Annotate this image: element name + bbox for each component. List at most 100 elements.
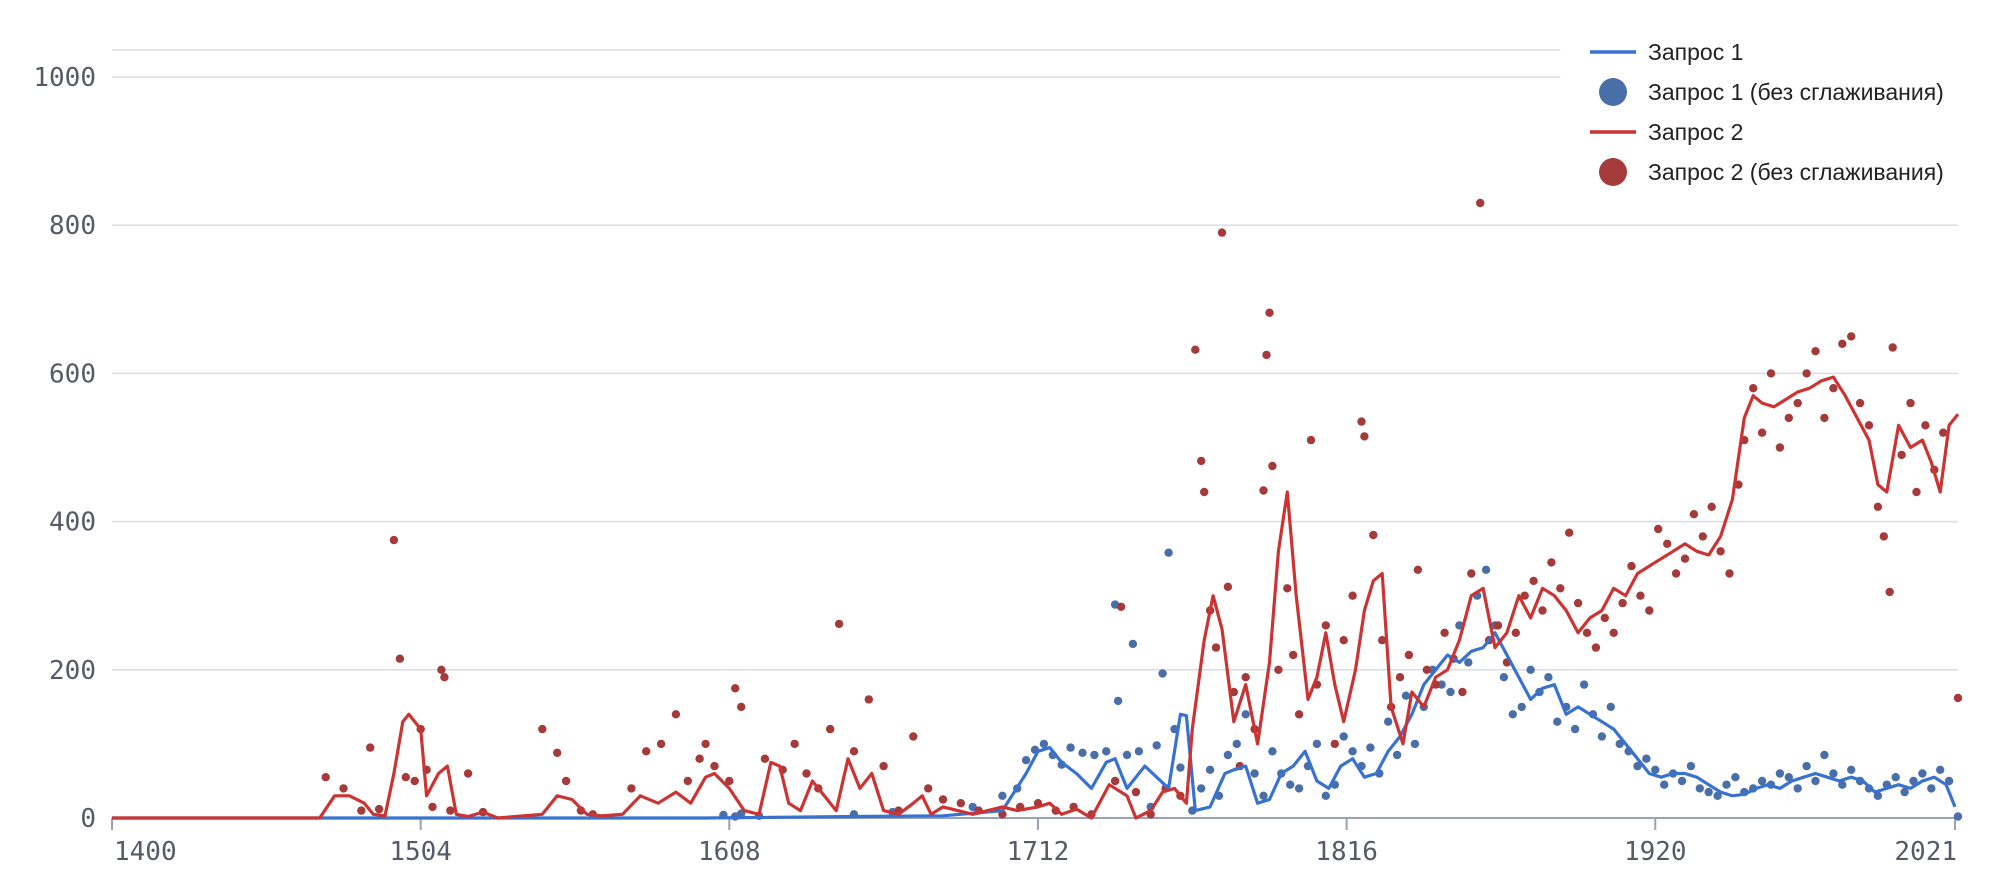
data-point [695,754,704,763]
data-point [1811,347,1820,356]
data-point [1348,747,1357,756]
legend-item[interactable]: Запрос 1 (без сглаживания) [1599,78,1944,106]
data-point [1395,673,1405,682]
data-point [1829,769,1838,778]
series-line-query-1 [112,631,1957,820]
data-point [1651,765,1660,774]
data-point [538,724,547,734]
data-point [1544,673,1553,682]
data-point [1306,435,1316,445]
data-point [1366,743,1375,752]
series-points-query-1 [719,548,1963,821]
data-point [374,804,384,814]
data-point [1695,784,1705,793]
data-point [1820,413,1829,423]
data-point [1731,773,1740,782]
data-point [1122,750,1132,760]
data-point [1357,417,1366,426]
y-tick-label: 200 [49,656,96,686]
data-point [1847,765,1856,774]
data-point [1294,710,1304,719]
data-point [1232,739,1242,749]
data-point [879,761,888,771]
data-point [1627,561,1636,571]
data-point [428,802,437,812]
data-point [1197,784,1206,793]
data-point [642,747,651,756]
data-point [1855,398,1865,408]
data-point [446,806,455,815]
data-point [437,665,446,674]
data-point [1885,587,1894,597]
legend-item[interactable]: Запрос 2 (без сглаживания) [1599,158,1944,186]
data-point [440,673,449,682]
data-point [1918,769,1927,778]
data-point [1481,565,1491,574]
data-point [671,710,681,719]
data-point [1529,576,1538,586]
data-point [1775,443,1785,452]
data-point [1392,750,1402,760]
data-point [737,702,746,712]
data-point [366,743,375,752]
data-point [1422,665,1432,674]
x-axis: 1400 1504 1608 1712 1816 1920 2021 [111,817,1958,867]
data-point [1888,343,1897,352]
data-point [956,799,965,808]
data-point [1725,569,1734,578]
data-point [1864,421,1874,430]
data-point [1289,650,1298,660]
data-point [1897,450,1906,460]
data-point [1110,776,1120,786]
legend-label: Запрос 2 (без сглаживания) [1648,159,1944,185]
data-point [683,776,692,786]
data-point [1268,461,1277,471]
data-point [1921,421,1930,430]
data-point [1458,687,1467,697]
data-point [1286,780,1295,789]
data-point [1873,791,1883,800]
data-point [1615,739,1624,749]
data-point [1547,558,1556,567]
data-point [1784,413,1794,423]
y-axis: 0 200 400 600 800 1000 [33,63,96,834]
data-point [1766,369,1776,378]
data-point [1618,598,1627,608]
data-point [1553,717,1562,726]
data-point [1704,787,1713,797]
data-point [321,773,330,782]
data-point [1944,776,1954,786]
data-point [1517,702,1526,712]
data-point [1446,687,1455,697]
legend-item[interactable]: Запрос 1 [1590,39,1743,65]
data-point [1128,639,1138,649]
data-point [1259,791,1268,800]
data-point [1321,791,1331,800]
y-tick-label: 400 [49,508,96,538]
data-point [1250,769,1259,778]
data-point [1268,747,1277,756]
data-point [1321,621,1331,630]
data-point [1606,702,1616,712]
data-point [1609,628,1618,637]
x-tick-label: 1712 [1007,837,1070,867]
data-point [1582,628,1592,637]
data-point [1879,532,1889,541]
data-point [1811,776,1820,786]
legend-item[interactable]: Запрос 2 [1590,119,1743,145]
data-point [1716,547,1725,556]
data-point [1134,747,1144,756]
data-point [395,654,405,663]
data-point [1660,780,1669,789]
data-point [1294,784,1304,793]
data-point [1671,569,1681,578]
x-tick-label: 2021 [1894,837,1957,867]
data-point [1579,680,1589,689]
data-point [1757,428,1767,437]
data-point [410,776,419,786]
legend[interactable]: Запрос 1 Запрос 1 (без сглаживания) Запрос… [1590,39,1944,186]
data-point [1378,636,1387,645]
data-point [864,695,873,704]
data-point [656,739,666,749]
data-point [1348,591,1357,600]
